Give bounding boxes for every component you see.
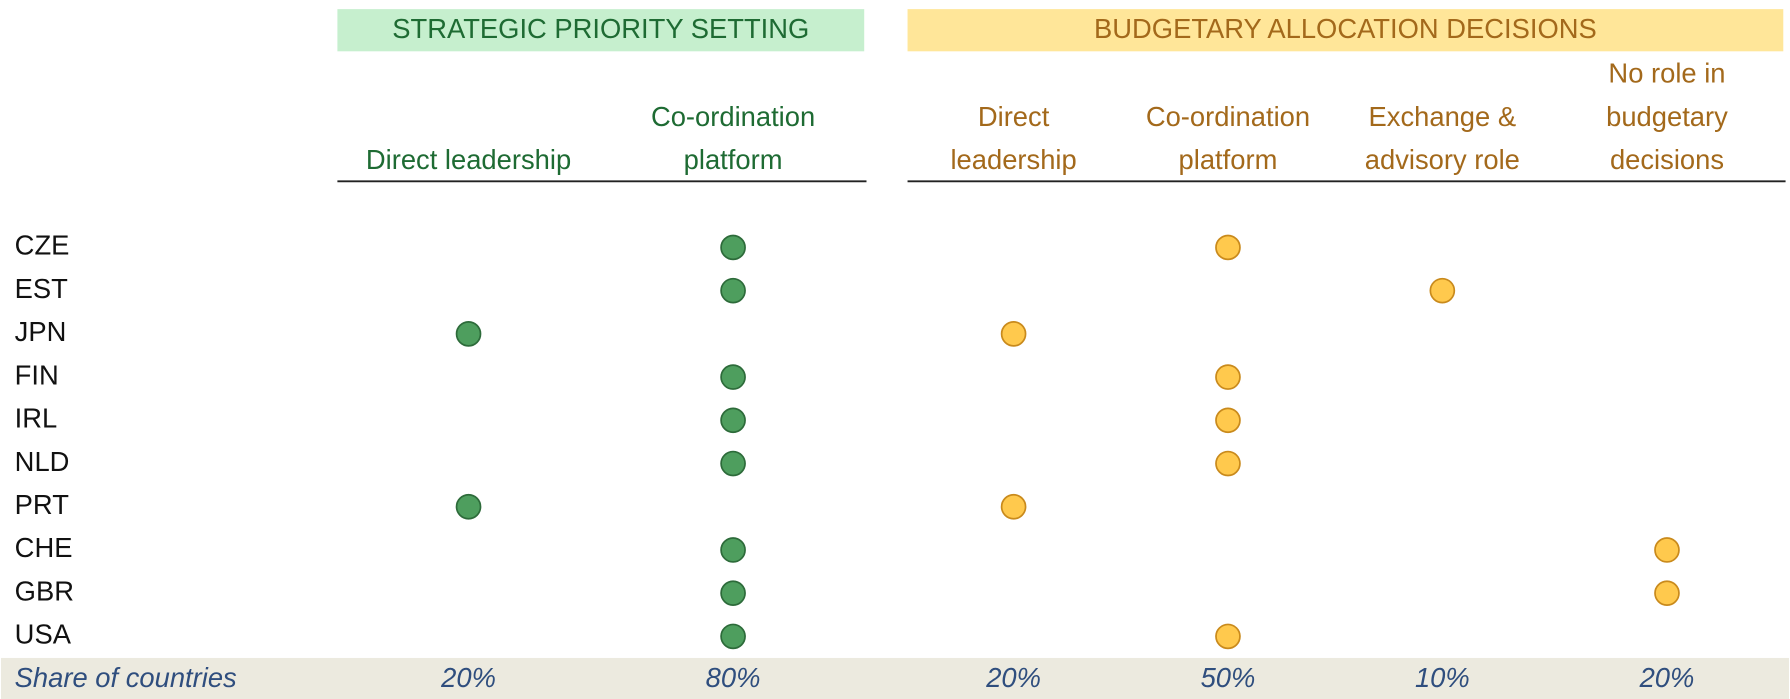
- column-header: leadership: [950, 144, 1076, 175]
- column-header: decisions: [1610, 144, 1724, 175]
- column-header: platform: [1179, 144, 1278, 175]
- column-header: No role in: [1608, 57, 1725, 88]
- column-header: Co-ordination: [1146, 101, 1310, 132]
- share-value: 20%: [985, 662, 1041, 693]
- country-label: JPN: [15, 316, 67, 347]
- share-value: 20%: [1639, 662, 1695, 693]
- column-header: Direct leadership: [366, 144, 571, 175]
- dot: [455, 321, 482, 347]
- dot: [720, 623, 746, 650]
- group-header-box: [907, 9, 1784, 52]
- footer-band: [1, 657, 1789, 699]
- country-label: GBR: [15, 575, 74, 606]
- country-label: NLD: [15, 446, 70, 477]
- dot: [720, 364, 746, 390]
- dot: [1215, 623, 1241, 650]
- dot: [1000, 321, 1027, 347]
- dot: [1654, 537, 1680, 563]
- column-header: platform: [684, 144, 783, 175]
- column-header: advisory role: [1365, 144, 1520, 175]
- dot: [1215, 234, 1241, 261]
- footer-label: Share of countries: [15, 662, 237, 693]
- column-header: Co-ordination: [651, 101, 815, 132]
- country-label: PRT: [15, 489, 70, 520]
- share-value: 80%: [706, 662, 761, 693]
- dot: [720, 450, 746, 477]
- country-label: USA: [15, 619, 72, 650]
- dot: [1215, 364, 1241, 390]
- dot: [1000, 493, 1027, 520]
- dot: [720, 407, 746, 434]
- column-header: Direct: [978, 101, 1050, 132]
- group-header-box: [337, 9, 865, 52]
- column-header: budgetary: [1606, 101, 1728, 132]
- country-label: IRL: [15, 403, 58, 434]
- dot: [1215, 450, 1241, 477]
- country-label: FIN: [15, 359, 59, 390]
- share-value: 50%: [1201, 662, 1256, 693]
- dot: [455, 493, 482, 520]
- group-title: STRATEGIC PRIORITY SETTING: [392, 13, 809, 44]
- group-title: BUDGETARY ALLOCATION DECISIONS: [1094, 13, 1597, 44]
- share-value: 20%: [440, 662, 496, 693]
- share-value: 10%: [1415, 662, 1470, 693]
- dot: [1215, 407, 1241, 434]
- dot: [720, 580, 746, 607]
- dot: [1654, 580, 1680, 607]
- country-label: CHE: [15, 532, 73, 563]
- dot: [1429, 277, 1456, 304]
- country-label: CZE: [15, 230, 70, 261]
- column-header: Exchange &: [1369, 101, 1517, 132]
- dot: [720, 234, 746, 261]
- dot: [720, 277, 746, 304]
- country-label: EST: [15, 273, 68, 304]
- dot: [720, 537, 746, 563]
